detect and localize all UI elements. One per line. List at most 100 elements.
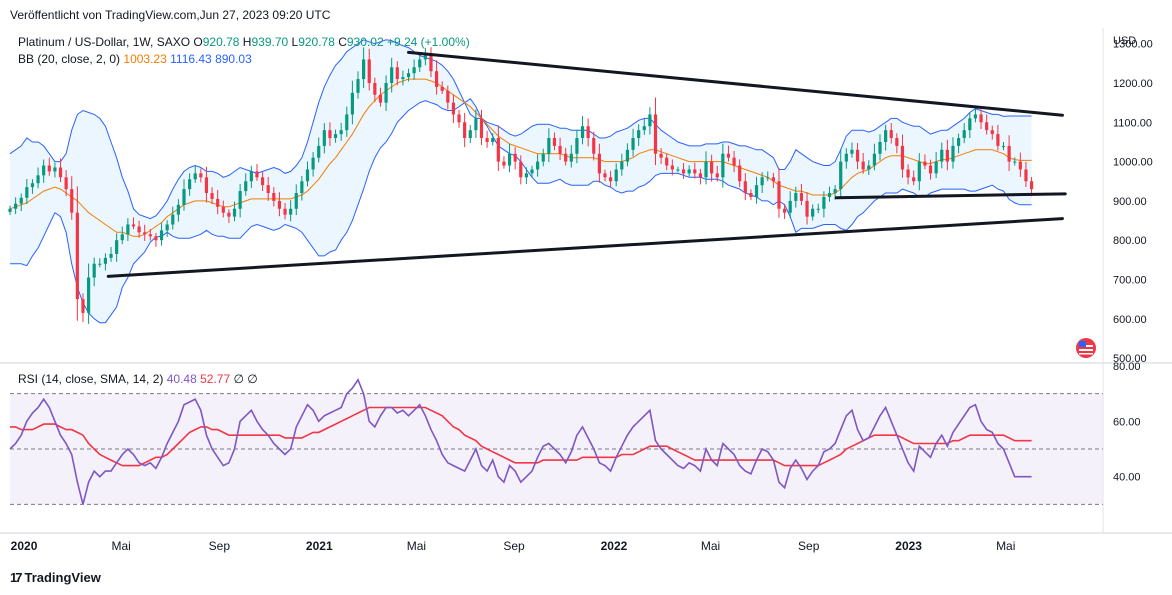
candle — [777, 168, 781, 218]
candle — [659, 148, 663, 164]
candle — [479, 109, 484, 146]
candle-body — [642, 126, 646, 131]
candle — [491, 133, 495, 146]
candle-body — [333, 134, 338, 139]
candle-body — [900, 145, 905, 170]
time-axis: 2020 Mai Sep 2021 Mai Sep 2022 Mai Sep 2023 Mai — [11, 539, 1016, 553]
time-tick-label: 2021 — [306, 539, 333, 553]
rsi-label[interactable]: RSI (14, close, SMA, 14, 2) — [18, 372, 164, 386]
candle-body — [356, 79, 360, 93]
bb-legend[interactable]: BB (20, close, 2, 0) 1003.23 1116.43 890… — [18, 52, 252, 66]
candle-body — [19, 197, 23, 204]
candle — [429, 47, 433, 78]
candle-body — [917, 161, 921, 182]
candle — [811, 204, 815, 221]
candle — [401, 70, 405, 86]
candle — [884, 124, 888, 151]
candle-body — [940, 149, 944, 162]
candle-body — [412, 67, 416, 74]
candle-body — [137, 226, 141, 233]
rsi-value: 40.48 — [166, 372, 197, 386]
candle — [569, 145, 573, 168]
candle — [64, 170, 68, 197]
candle-body — [92, 263, 96, 278]
candle-body — [227, 212, 231, 217]
candle-body — [8, 208, 12, 212]
bb-label[interactable]: BB (20, close, 2, 0) — [18, 52, 121, 66]
candle — [440, 81, 444, 95]
candle-body — [855, 149, 860, 162]
candle — [126, 218, 130, 241]
candle-body — [36, 175, 40, 184]
price-tick-label: 1300.00 — [1113, 39, 1153, 51]
candle — [799, 183, 804, 206]
candle-body — [289, 208, 293, 215]
time-tick-label: Sep — [209, 539, 231, 553]
candle-body — [648, 114, 652, 127]
candle-body — [468, 130, 472, 139]
candle — [844, 148, 848, 169]
candle — [367, 48, 371, 91]
candle-body — [345, 114, 349, 131]
candle-body — [990, 130, 994, 135]
candle-body — [47, 165, 51, 172]
candle-body — [586, 126, 590, 139]
trendline — [407, 50, 1064, 117]
candle — [446, 85, 450, 110]
candle-body — [148, 234, 152, 237]
candle — [754, 176, 759, 204]
rsi-tick-label: 80.00 — [1113, 361, 1141, 373]
candle-body — [530, 169, 534, 174]
candle — [872, 143, 877, 171]
candle — [816, 203, 820, 214]
us-flag-icon[interactable] — [1076, 338, 1096, 358]
candle — [463, 112, 467, 148]
rsi-tick-label: 60.00 — [1113, 416, 1141, 428]
candle-body — [474, 118, 478, 131]
candle-body — [782, 208, 787, 213]
candle-body — [592, 138, 596, 154]
candle-body — [827, 193, 832, 197]
candle — [300, 175, 304, 201]
candle — [968, 112, 972, 139]
candle-body — [889, 130, 893, 139]
candle — [210, 187, 214, 205]
candle-body — [401, 77, 405, 80]
candle — [889, 123, 893, 144]
rsi-sma-value: 52.77 — [200, 372, 231, 386]
candle-body — [620, 161, 624, 170]
bb-lower-value: 890.03 — [215, 52, 252, 66]
candle-body — [513, 153, 517, 162]
tradingview-logo[interactable]: 17 TradingView — [10, 570, 101, 585]
candle-body — [603, 173, 607, 178]
candle — [171, 206, 175, 230]
candle — [956, 133, 961, 154]
candle-body — [384, 83, 388, 103]
candle — [221, 200, 225, 218]
candle-body — [277, 200, 282, 209]
symbol-name[interactable]: Platinum / US-Dollar, 1W, SAXO — [18, 35, 191, 49]
candle-body — [867, 165, 871, 170]
candle — [580, 116, 585, 145]
candle — [839, 148, 843, 199]
candle-body — [743, 181, 747, 194]
candle-body — [109, 253, 113, 258]
candle — [232, 201, 237, 222]
candle — [575, 129, 579, 164]
candle-body — [373, 83, 377, 95]
candle — [597, 143, 601, 183]
candle — [698, 168, 702, 185]
candle — [75, 186, 79, 321]
symbol-legend[interactable]: Platinum / US-Dollar, 1W, SAXO O920.78 H… — [18, 35, 470, 49]
candle — [743, 173, 747, 201]
candle — [1001, 141, 1006, 151]
candle-body — [232, 208, 237, 217]
price-tick-label: 500.00 — [1113, 353, 1147, 365]
candle — [81, 293, 85, 322]
candle — [721, 143, 725, 188]
candle-body — [1013, 161, 1017, 163]
rsi-legend[interactable]: RSI (14, close, SMA, 14, 2) 40.48 52.77 … — [18, 372, 258, 386]
candle-body — [1018, 161, 1022, 170]
candle — [1018, 152, 1022, 177]
